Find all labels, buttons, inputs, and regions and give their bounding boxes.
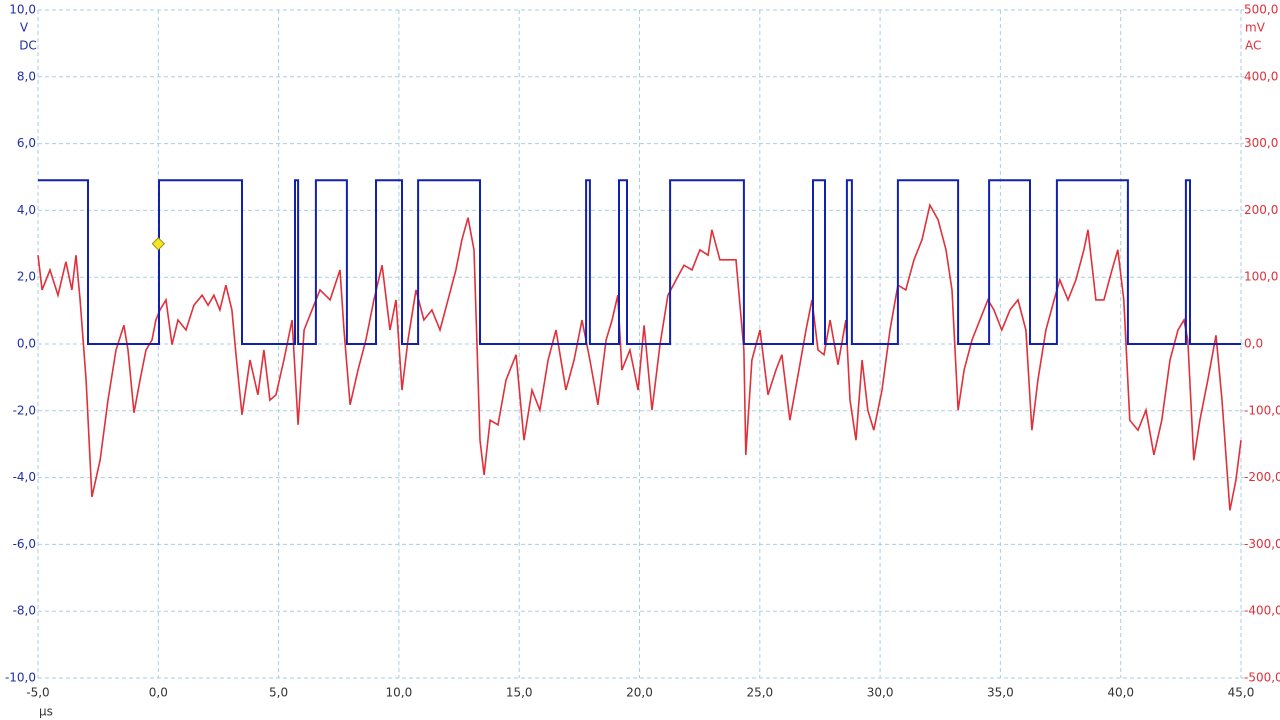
y-tick-label: 0,0: [17, 337, 36, 351]
y-tick-label: 4,0: [17, 203, 36, 217]
x-tick-label: 45,0: [1228, 686, 1255, 700]
trace: [37, 202, 1242, 511]
x-tick-label: 30,0: [867, 686, 894, 700]
x-tick-label: 10,0: [386, 686, 413, 700]
y2-tick-label: -400,0: [1244, 604, 1280, 618]
y-tick-label: -4,0: [13, 470, 36, 484]
x-tick-label: 15,0: [506, 686, 533, 700]
trigger-marker: [151, 237, 166, 251]
y2-tick-label: 400,0: [1244, 69, 1278, 83]
x-tick-label: 20,0: [626, 686, 653, 700]
y2-tick-label: 500,0: [1244, 3, 1278, 17]
x-tick-label: 0,0: [149, 686, 168, 700]
y2-coupling: AC: [1245, 39, 1261, 53]
x-tick-label: -5,0: [26, 686, 49, 700]
x-tick-label: 25,0: [746, 686, 773, 700]
y2-tick-label: 300,0: [1244, 136, 1278, 150]
y2-unit: mV: [1245, 21, 1266, 35]
y-tick-label: 10,0: [9, 3, 36, 17]
y-tick-label: 6,0: [17, 136, 36, 150]
y2-tick-label: 0,0: [1244, 337, 1263, 351]
x-tick-label: 5,0: [269, 686, 288, 700]
y2-tick-label: -300,0: [1244, 537, 1280, 551]
y-coupling: DC: [19, 39, 37, 53]
trace: [38, 179, 1241, 345]
y2-tick-label: -200,0: [1244, 470, 1280, 484]
x-unit: µs: [39, 705, 53, 719]
x-tick-label: 40,0: [1107, 686, 1134, 700]
y-tick-label: -6,0: [13, 537, 36, 551]
y-tick-label: 8,0: [17, 69, 36, 83]
y-tick-label: -10,0: [5, 671, 36, 685]
y2-tick-label: -100,0: [1244, 403, 1280, 417]
y-tick-label: 2,0: [17, 270, 36, 284]
x-tick-label: 35,0: [987, 686, 1014, 700]
y-tick-label: -2,0: [13, 403, 36, 417]
y2-tick-label: 200,0: [1244, 203, 1278, 217]
y-tick-label: -8,0: [13, 604, 36, 618]
y2-tick-label: -500,0: [1244, 671, 1280, 685]
y2-tick-label: 100,0: [1244, 270, 1278, 284]
y-unit: V: [20, 21, 29, 35]
